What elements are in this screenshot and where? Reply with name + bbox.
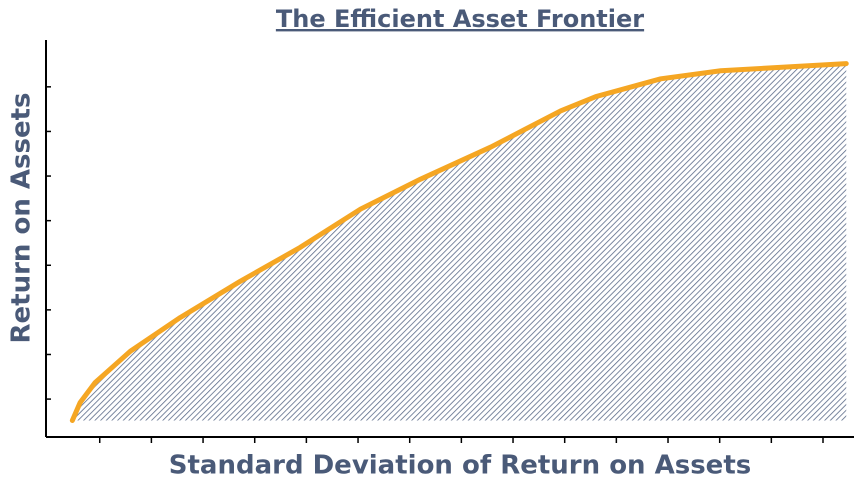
area-fill <box>72 63 847 421</box>
x-axis-label: Standard Deviation of Return on Assets <box>169 451 751 481</box>
y-axis-label: Return on Assets <box>7 92 37 343</box>
chart-title: The Efficient Asset Frontier <box>276 5 644 33</box>
frontier-line <box>69 61 849 423</box>
